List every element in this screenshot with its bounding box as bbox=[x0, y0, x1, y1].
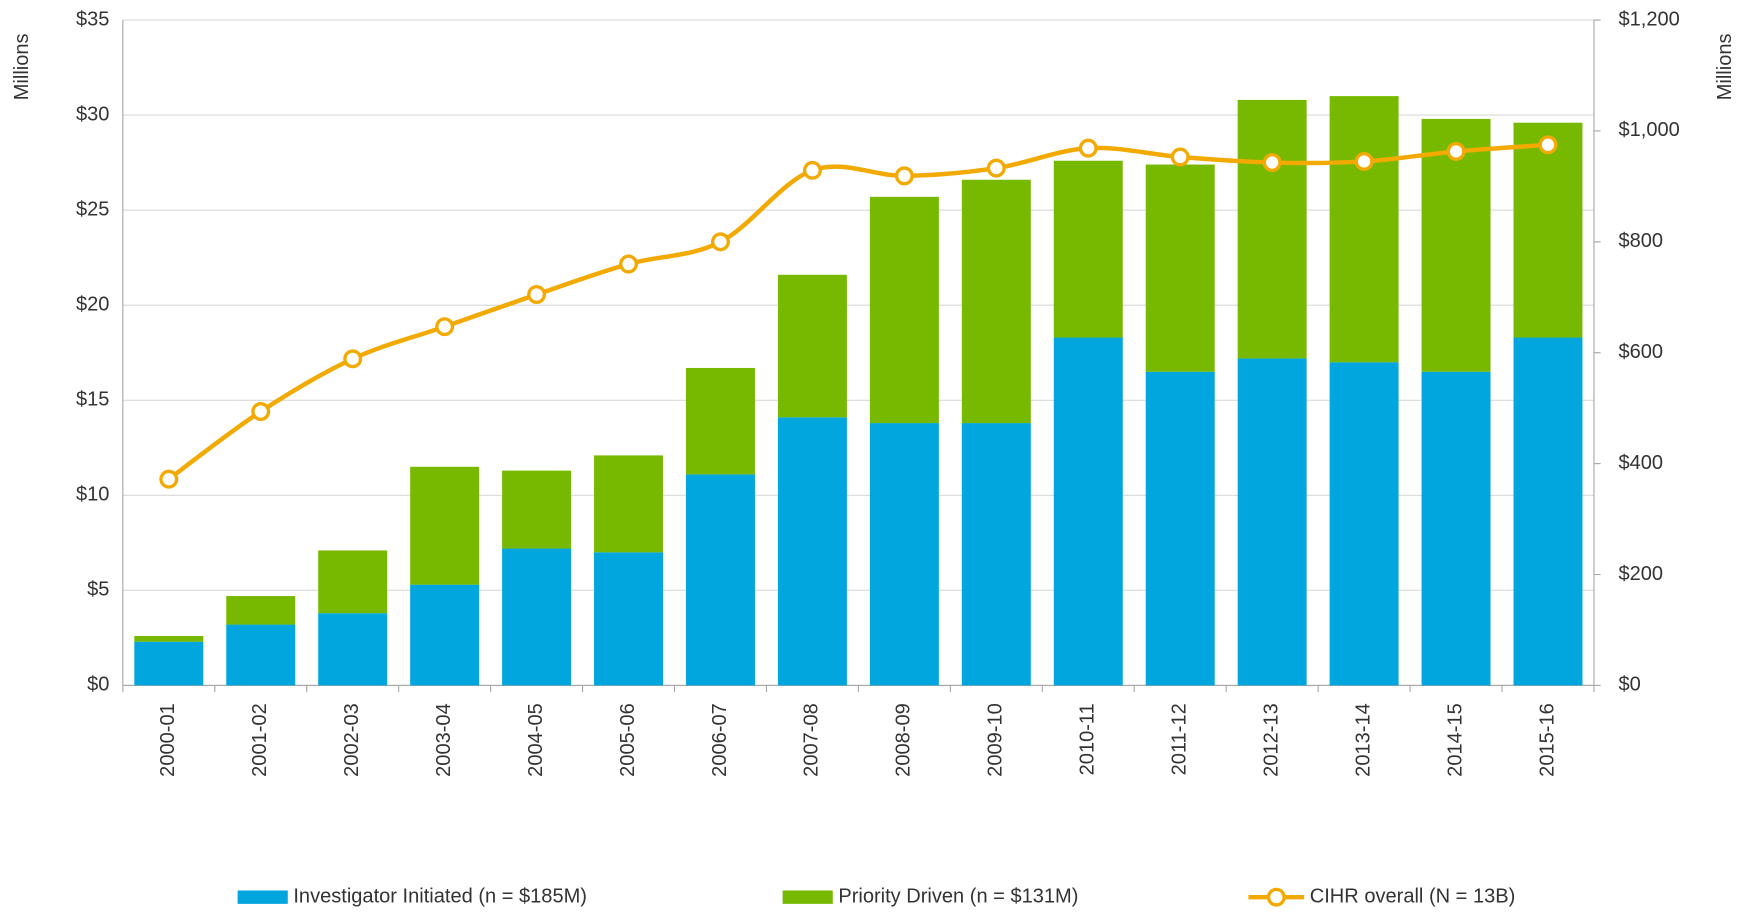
y2-tick-label: $600 bbox=[1618, 341, 1663, 363]
x-tick-label: 2005-06 bbox=[617, 703, 639, 777]
y-tick-label: $30 bbox=[76, 103, 109, 125]
bar-segment bbox=[594, 552, 664, 686]
line-marker bbox=[802, 160, 822, 180]
bar-segment bbox=[961, 179, 1031, 424]
bar-segment bbox=[777, 274, 847, 418]
bar-segment bbox=[1421, 118, 1491, 372]
line-marker bbox=[159, 469, 179, 489]
bar-segment bbox=[961, 423, 1031, 686]
bar-segment bbox=[1237, 99, 1307, 359]
bar-segment bbox=[1145, 371, 1215, 686]
bar-segment bbox=[1513, 337, 1583, 686]
bar-segment bbox=[134, 635, 204, 642]
bar-segment bbox=[594, 455, 664, 553]
bar-segment bbox=[685, 474, 755, 686]
y2-tick-label: $0 bbox=[1618, 674, 1640, 696]
legend-swatch bbox=[237, 890, 288, 904]
bar-segment bbox=[226, 596, 296, 625]
y-axis-label: Millions bbox=[11, 33, 33, 100]
line-marker bbox=[1446, 141, 1466, 161]
legend-swatch bbox=[782, 890, 833, 904]
x-tick-label: 2008-09 bbox=[893, 703, 915, 777]
line-marker bbox=[527, 285, 547, 304]
bar-segment bbox=[318, 550, 388, 614]
bar-segment bbox=[502, 548, 572, 686]
bar-segment bbox=[1145, 164, 1215, 372]
x-tick-label: 2014-15 bbox=[1444, 703, 1466, 777]
line-marker bbox=[1170, 147, 1190, 167]
x-tick-label: 2001-02 bbox=[249, 703, 271, 777]
legend-label: Investigator Initiated (n = $185M) bbox=[293, 885, 587, 907]
bar-segment bbox=[318, 613, 388, 686]
y2-axis-label: Millions bbox=[1714, 33, 1736, 100]
y-tick-label: $25 bbox=[76, 198, 109, 220]
y2-tick-label: $1,200 bbox=[1618, 8, 1679, 30]
legend-label: Priority Driven (n = $131M) bbox=[838, 885, 1078, 907]
line-marker bbox=[435, 317, 455, 337]
bar-segment bbox=[410, 466, 480, 585]
bar-segment bbox=[1421, 371, 1491, 686]
line-marker bbox=[1538, 135, 1558, 155]
y-tick-label: $20 bbox=[76, 294, 109, 316]
line-marker bbox=[894, 166, 914, 186]
bar-segment bbox=[134, 641, 204, 686]
bar-segment bbox=[685, 367, 755, 475]
line-marker bbox=[251, 402, 271, 421]
x-tick-label: 2002-03 bbox=[341, 703, 363, 777]
y-tick-label: $5 bbox=[87, 579, 109, 601]
line-marker bbox=[343, 349, 363, 369]
y-tick-label: $10 bbox=[76, 484, 109, 506]
y2-tick-label: $200 bbox=[1618, 563, 1663, 585]
x-tick-label: 2015-16 bbox=[1536, 703, 1558, 777]
x-tick-label: 2013-14 bbox=[1352, 703, 1374, 777]
y-tick-label: $35 bbox=[76, 8, 109, 30]
bar-segment bbox=[502, 470, 572, 549]
line-marker bbox=[1078, 138, 1098, 158]
line-marker bbox=[1354, 151, 1374, 171]
line-marker bbox=[711, 232, 730, 252]
legend-marker bbox=[1266, 887, 1286, 907]
line-marker bbox=[619, 254, 639, 274]
x-tick-label: 2009-10 bbox=[985, 703, 1007, 777]
x-tick-label: 2010-11 bbox=[1077, 703, 1099, 775]
x-tick-label: 2007-08 bbox=[801, 703, 823, 777]
y-tick-label: $0 bbox=[87, 674, 109, 696]
y2-tick-label: $400 bbox=[1618, 452, 1663, 474]
x-tick-label: 2012-13 bbox=[1260, 703, 1282, 777]
x-tick-label: 2006-07 bbox=[709, 703, 731, 777]
y-tick-label: $15 bbox=[76, 389, 109, 411]
bar-segment bbox=[1329, 362, 1399, 686]
line-marker bbox=[986, 158, 1006, 178]
bar-segment bbox=[869, 196, 939, 424]
bar-segment bbox=[1237, 358, 1307, 686]
y2-tick-label: $1,000 bbox=[1618, 119, 1679, 141]
line bbox=[167, 142, 1549, 481]
x-tick-label: 2003-04 bbox=[433, 703, 455, 777]
bar-segment bbox=[1053, 160, 1123, 338]
x-tick-label: 2011-12 bbox=[1169, 703, 1191, 775]
y2-tick-label: $800 bbox=[1618, 230, 1663, 252]
bar-segment bbox=[1053, 337, 1123, 686]
legend-label: CIHR overall (N = 13B) bbox=[1310, 885, 1516, 907]
bar-segment bbox=[777, 417, 847, 686]
bar-segment bbox=[1329, 96, 1399, 363]
bar-segment bbox=[1513, 122, 1583, 338]
x-tick-label: 2000-01 bbox=[157, 703, 179, 777]
x-tick-label: 2004-05 bbox=[525, 703, 547, 777]
line-marker bbox=[1262, 153, 1282, 173]
bar-segment bbox=[226, 624, 296, 686]
bar-segment bbox=[410, 584, 480, 686]
bar-segment bbox=[869, 423, 939, 686]
